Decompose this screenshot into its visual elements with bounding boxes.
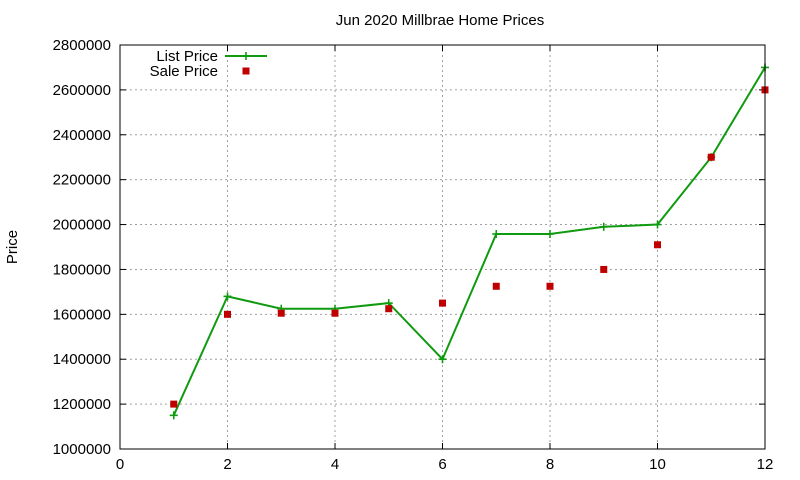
y-tick-label: 1000000 [53, 441, 111, 458]
y-tick-label: 1600000 [53, 306, 111, 323]
sale-price-point [277, 309, 285, 317]
tick-labels: 0 2 4 6 8 10 12 1000000 1200000 1400000 1600000 180… [53, 37, 774, 473]
sale-price-point [492, 282, 500, 290]
series [169, 63, 769, 420]
legend-label-list-price: List Price [156, 48, 218, 65]
y-tick-label: 2600000 [53, 82, 111, 99]
legend: List Price Sale Price [150, 48, 267, 80]
y-tick-label: 1400000 [53, 351, 111, 368]
list-price-line [172, 66, 766, 416]
sale-price-point [224, 310, 231, 318]
legend-marker-sale-price [242, 67, 250, 75]
list-price-point [169, 411, 178, 420]
x-tick-label: 12 [757, 456, 774, 473]
plot-frame [119, 44, 766, 450]
legend-marker-list-price [242, 52, 250, 60]
sale-price-point [331, 309, 339, 317]
list-price-point [599, 222, 608, 231]
list-price-point [653, 220, 662, 229]
x-tick-label: 0 [116, 456, 124, 473]
x-tick-label: 2 [223, 456, 231, 473]
sale-price-point [439, 299, 446, 307]
x-tick-label: 4 [331, 456, 339, 473]
sale-price-point [600, 265, 608, 273]
y-axis-label: Price [4, 230, 21, 264]
sale-price-point [707, 153, 715, 161]
y-tick-label: 2400000 [53, 127, 111, 144]
sale-price-point [385, 305, 393, 313]
sale-price-point [654, 241, 661, 249]
grid [120, 45, 765, 449]
y-tick-label: 2800000 [53, 37, 111, 54]
y-tick-label: 1800000 [53, 261, 111, 278]
list-price-point [223, 292, 232, 301]
sale-price-point [170, 400, 178, 408]
x-tick-label: 8 [546, 456, 554, 473]
legend-label-sale-price: Sale Price [150, 63, 218, 80]
y-tick-label: 2200000 [53, 172, 111, 189]
y-tick-label: 1200000 [53, 396, 111, 413]
chart-title: Jun 2020 Millbrae Home Prices [336, 12, 544, 29]
x-tick-label: 10 [649, 456, 666, 473]
x-tick-label: 6 [438, 456, 446, 473]
list-price-point [546, 229, 554, 238]
list-price-point [492, 229, 501, 238]
list-price-point [438, 355, 447, 364]
sale-price-point [546, 282, 554, 290]
y-tick-label: 2000000 [53, 217, 111, 234]
